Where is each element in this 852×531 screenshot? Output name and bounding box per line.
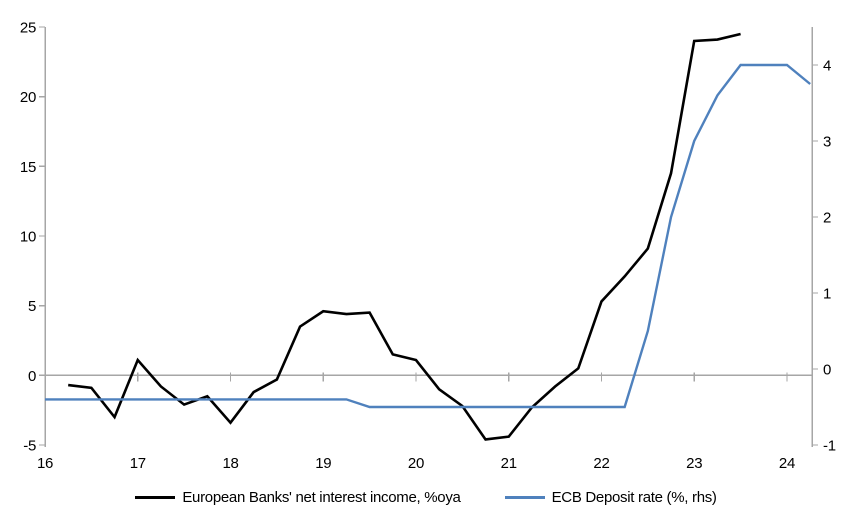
x-axis-tick-label: 22: [593, 455, 609, 472]
right-axis-tick-label: -1: [823, 438, 836, 455]
legend-item-ecb-deposit-rate: ECB Deposit rate (%, rhs): [504, 489, 717, 506]
x-axis-tick-label: 17: [130, 455, 146, 472]
x-axis-tick-label: 18: [222, 455, 238, 472]
series-line-european-banks-nii: [68, 32, 741, 441]
left-axis-tick-label: 20: [20, 89, 36, 106]
legend-line-swatch-blue: [504, 496, 545, 499]
left-axis-tick-label: 15: [20, 159, 36, 176]
left-axis-tick-label: 25: [20, 20, 36, 37]
left-axis-tick-label: -5: [23, 438, 36, 455]
legend-line-swatch-black: [135, 496, 176, 499]
series-line-ecb-deposit-rate: [45, 63, 811, 409]
right-axis-tick-label: 4: [823, 58, 831, 75]
x-axis-tick-label: 19: [315, 455, 331, 472]
x-axis-tick-label: 16: [37, 455, 53, 472]
right-axis-tick-label: 1: [823, 286, 831, 303]
left-axis-tick-label: 10: [20, 229, 36, 246]
legend-label-net-interest-income: European Banks' net interest income, %oy…: [182, 489, 461, 506]
left-axis-tick-label: 0: [28, 368, 36, 385]
legend-label-ecb-deposit-rate: ECB Deposit rate (%, rhs): [551, 489, 717, 506]
x-axis-tick-label: 21: [501, 455, 517, 472]
right-axis-tick-label: 2: [823, 210, 831, 227]
right-axis-tick-label: 0: [823, 362, 831, 379]
legend-item-net-interest-income: European Banks' net interest income, %oy…: [135, 489, 461, 506]
x-axis-tick-label: 23: [686, 455, 702, 472]
legend: European Banks' net interest income, %oy…: [0, 489, 852, 506]
left-axis-tick-label: 5: [28, 298, 36, 315]
x-axis-tick-label: 24: [779, 455, 795, 472]
x-axis-tick-label: 20: [408, 455, 424, 472]
right-axis-tick-label: 3: [823, 134, 831, 151]
